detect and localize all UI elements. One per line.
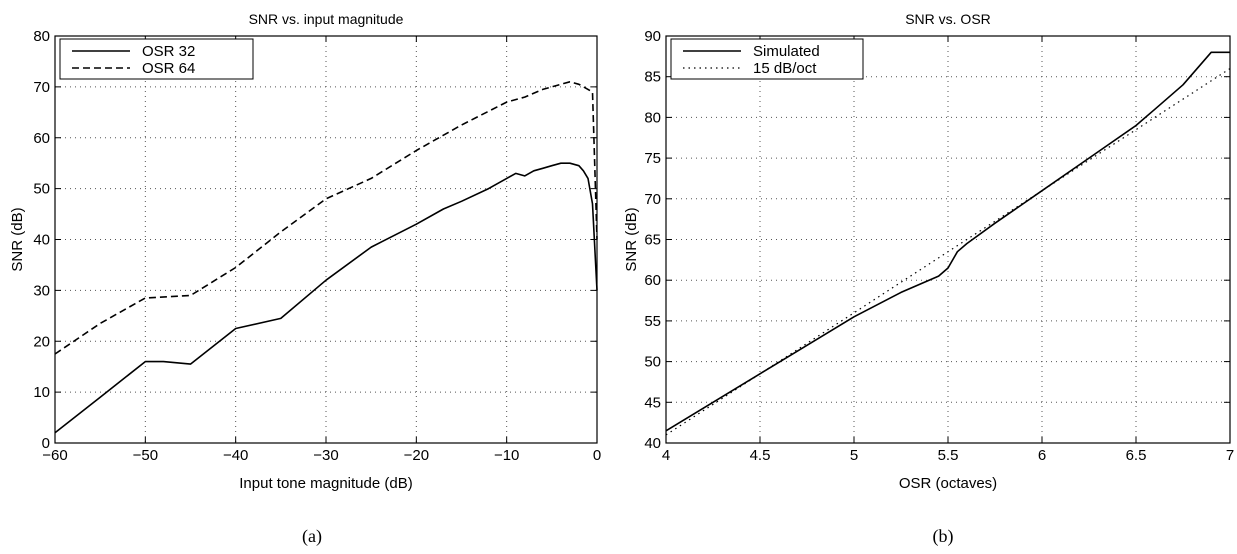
x-tick-label: −20	[404, 447, 429, 464]
y-tick-label: 55	[644, 313, 661, 330]
legend-label: 15 dB/oct	[753, 60, 817, 77]
y-tick-label: 85	[644, 69, 661, 86]
series-line-osr-64	[54, 81, 598, 355]
y-tick-label: 50	[33, 181, 50, 198]
y-tick-label: 65	[644, 232, 661, 249]
x-tick-label: 6.5	[1126, 447, 1147, 464]
series-line-osr-32	[54, 162, 598, 434]
legend-box	[59, 38, 254, 80]
chart-title: SNR vs. input magnitude	[249, 11, 404, 27]
y-tick-label: 20	[33, 333, 50, 350]
x-tick-label: −30	[313, 447, 338, 464]
y-tick-label: 75	[644, 150, 661, 167]
y-tick-label: 90	[644, 28, 661, 45]
series-line-simulated	[665, 51, 1230, 432]
y-tick-label: 60	[33, 130, 50, 147]
chart-title: SNR vs. OSR	[905, 11, 991, 27]
x-tick-label: −10	[494, 447, 519, 464]
legend-box	[670, 38, 864, 80]
y-tick-label: 0	[42, 435, 50, 452]
y-tick-label: 30	[33, 282, 50, 299]
series-line-15-db-oct	[665, 68, 1231, 436]
legend-label: OSR 64	[142, 60, 195, 77]
x-tick-label: 4.5	[750, 447, 771, 464]
x-axis-label: Input tone magnitude (dB)	[239, 475, 412, 492]
x-tick-label: 0	[593, 447, 601, 464]
x-axis-label: OSR (octaves)	[899, 475, 997, 492]
x-tick-label: −50	[133, 447, 158, 464]
chart-panel-a: −60 −50 −40 −30 −20 −10 0 0 10 20 30 40 50 60 70 80 OSR …	[9, 11, 601, 547]
legend-label: OSR 32	[142, 43, 195, 60]
x-tick-label: 4	[662, 447, 670, 464]
y-tick-label: 40	[33, 232, 50, 249]
y-tick-label: 60	[644, 272, 661, 289]
y-tick-label: 80	[644, 109, 661, 126]
y-tick-label: 70	[33, 79, 50, 96]
x-tick-label: −60	[42, 447, 67, 464]
x-tick-label: 6	[1038, 447, 1046, 464]
chart-panel-b: 4 4.5 5 5.5 6 6.5 7 40 45 50 55 60 65 70 75 80 85 90 Simul…	[623, 11, 1234, 547]
y-axis-label: SNR (dB)	[9, 207, 26, 271]
x-tick-label: 5	[850, 447, 858, 464]
y-tick-label: 50	[644, 354, 661, 371]
y-tick-label: 80	[33, 28, 50, 45]
x-tick-label: 5.5	[938, 447, 959, 464]
y-axis-label: SNR (dB)	[623, 207, 640, 271]
panel-caption: (b)	[933, 526, 954, 547]
y-tick-label: 40	[644, 435, 661, 452]
legend-label: Simulated	[753, 43, 820, 60]
x-tick-label: 7	[1226, 447, 1234, 464]
y-tick-label: 70	[644, 191, 661, 208]
y-tick-label: 10	[33, 384, 50, 401]
y-tick-label: 45	[644, 394, 661, 411]
panel-caption: (a)	[302, 526, 322, 547]
x-tick-label: −40	[223, 447, 248, 464]
